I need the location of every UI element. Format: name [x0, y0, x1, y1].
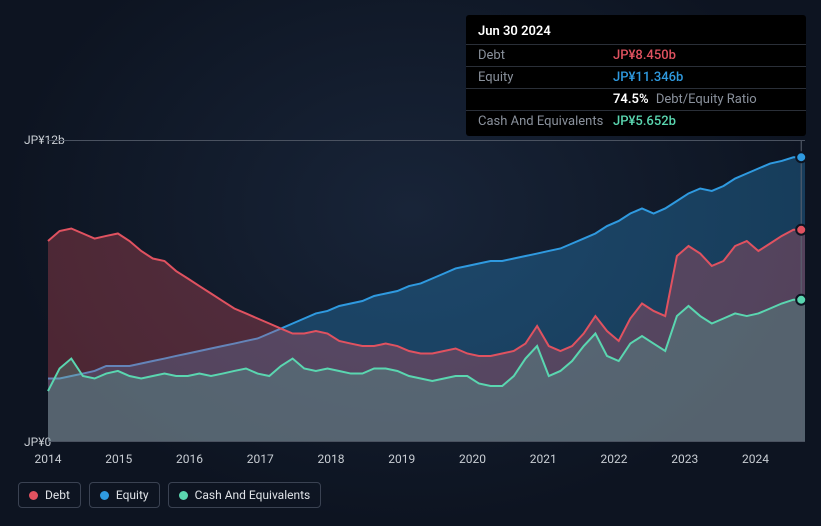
x-tick-label: 2020: [459, 452, 486, 466]
tooltip-label: Equity: [478, 70, 613, 85]
tooltip-ratio-label: Debt/Equity Ratio: [656, 92, 757, 107]
tooltip-row-cash: Cash And Equivalents JP¥5.652b: [466, 111, 806, 132]
chart-container: Jun 30 2024 Debt JP¥8.450b Equity JP¥11.…: [0, 0, 821, 526]
legend-item-debt[interactable]: Debt: [18, 482, 81, 508]
marker-equity: [796, 152, 806, 162]
tooltip-value: JP¥8.450b: [613, 48, 676, 63]
x-tick-label: 2016: [176, 452, 203, 466]
legend-dot-icon: [179, 491, 188, 500]
legend-dot-icon: [100, 491, 109, 500]
legend-dot-icon: [29, 491, 38, 500]
tooltip-label: Cash And Equivalents: [478, 114, 613, 129]
tooltip-row-debt: Debt JP¥8.450b: [466, 45, 806, 67]
x-tick-label: 2019: [388, 452, 415, 466]
x-tick-label: 2024: [742, 452, 769, 466]
legend: Debt Equity Cash And Equivalents: [18, 482, 321, 508]
x-tick-label: 2015: [105, 452, 132, 466]
legend-label: Cash And Equivalents: [195, 488, 311, 502]
tooltip-label: [478, 92, 613, 107]
x-tick-label: 2014: [35, 452, 62, 466]
x-tick-label: 2018: [317, 452, 344, 466]
x-tick-label: 2023: [671, 452, 698, 466]
chart-svg: [48, 141, 805, 441]
legend-item-cash-and-equivalents[interactable]: Cash And Equivalents: [168, 482, 322, 508]
tooltip-ratio-pct: 74.5%: [613, 92, 649, 107]
x-axis: 2014201520162017201820192020202120222023…: [48, 448, 805, 466]
x-tick-label: 2022: [600, 452, 627, 466]
plot-area[interactable]: [48, 140, 805, 442]
legend-item-equity[interactable]: Equity: [89, 482, 160, 508]
marker-debt: [796, 225, 806, 235]
hover-tooltip: Jun 30 2024 Debt JP¥8.450b Equity JP¥11.…: [466, 15, 806, 136]
tooltip-date: Jun 30 2024: [466, 19, 806, 45]
x-tick-label: 2017: [247, 452, 274, 466]
tooltip-row-equity: Equity JP¥11.346b: [466, 67, 806, 89]
legend-label: Equity: [116, 488, 149, 502]
legend-label: Debt: [45, 488, 70, 502]
marker-cash-and-equivalents: [796, 295, 806, 305]
tooltip-value: JP¥5.652b: [613, 114, 676, 129]
tooltip-row-ratio: 74.5% Debt/Equity Ratio: [466, 89, 806, 111]
x-tick-label: 2021: [530, 452, 557, 466]
tooltip-value: JP¥11.346b: [613, 70, 683, 85]
tooltip-label: Debt: [478, 48, 613, 63]
